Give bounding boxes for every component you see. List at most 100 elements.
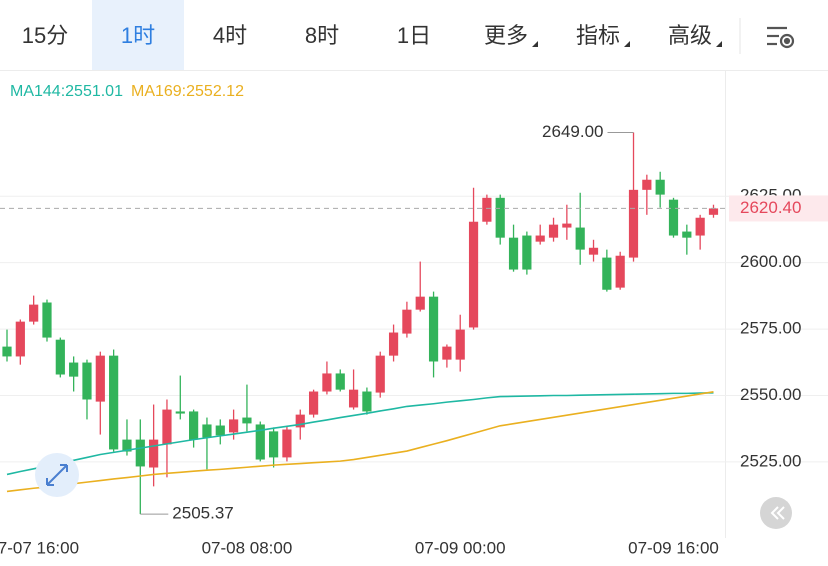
candle-body [402,309,412,334]
candle-body [535,235,545,242]
candle-body [348,389,359,408]
tab-label: 高级 [668,23,712,48]
dropdown-caret [532,41,538,47]
ma-line [6,390,714,493]
tab[interactable]: 高级 [668,23,722,48]
candle-body [415,296,425,310]
overlay: MA144:2551.01 MA169:2552.12 2649.00 2505.37… [0,83,828,523]
dropdown-caret [624,41,630,47]
tab[interactable]: 1日 [397,23,431,48]
tab-label: 8时 [305,23,339,48]
icon-gear-dot [783,37,791,45]
candle-body [588,247,599,255]
candle-body [708,208,719,215]
candle-body [15,321,25,357]
candle-body [655,179,665,195]
candle-body [135,439,145,467]
candle-body [122,439,132,452]
min-label: 2505.37 [172,504,233,523]
x-tick-label: 07-07 16:00 [0,538,79,557]
ma-line [6,392,714,476]
candle-body [282,429,292,458]
expand-button[interactable] [35,453,79,497]
candle-body [508,237,519,270]
candle-body [548,224,559,238]
candle-body [82,362,92,400]
last-price-box [729,195,828,222]
candle-body [29,304,39,322]
tab-label: 4时 [213,23,247,48]
candle-body [162,409,172,445]
candle-body [69,362,79,377]
candle-body [442,346,452,360]
tab[interactable]: 指标 [576,23,630,48]
candle-body [42,302,52,338]
y-tick-label: 2600.00 [740,252,801,271]
legend-entry: MA169:2552.12 [131,83,244,100]
candle-body [308,391,319,415]
candle-body [109,355,119,450]
expand-arrows [46,464,68,486]
candle-body [2,346,12,357]
candle-body [295,414,305,428]
candle-body [642,179,652,190]
tab[interactable]: 更多 [484,23,538,48]
max-label: 2649.00 [542,122,603,141]
settings-icon[interactable] [767,26,795,49]
plot [2,132,719,515]
dropdown-caret [716,41,722,47]
candle-body [322,373,332,392]
candle-body [428,296,439,362]
tab[interactable]: 1时 [92,0,184,70]
legend-entry: MA144:2551.01 [10,83,123,100]
candle-body [335,373,345,390]
tab[interactable]: 15分 [22,23,68,48]
candle-body [668,199,679,236]
candle-body [269,431,279,458]
candle-body [682,231,692,238]
candle-body [55,339,65,375]
scroll-circle [760,497,792,529]
candle-body [455,329,465,360]
y-tick-label: 2575.00 [740,319,801,338]
tab-label: 1日 [397,23,431,48]
candle-body [255,424,265,460]
candle-body [149,439,159,468]
x-tick-label: 07-08 08:00 [202,538,293,557]
candle-body [189,411,199,440]
tab-label: 1时 [121,23,155,48]
candle-body [375,355,385,393]
icon-gear [779,33,795,49]
x-tick-label: 07-09 16:00 [628,538,719,557]
candle-body [482,197,492,222]
candle-body [95,355,105,402]
candle-body [468,221,479,328]
scroll-arrows [770,506,785,520]
candle-body [615,255,625,288]
tab-label: 指标 [576,23,620,48]
candle-body [175,411,185,414]
candle-body [229,419,239,433]
candle-body [602,257,612,290]
y-tick-label: 2525.00 [740,451,801,470]
candle-body [388,332,399,356]
tab[interactable]: 8时 [305,23,339,48]
tab-highlight [92,0,184,70]
tab-label: 更多 [484,23,528,48]
x-tick-label: 07-09 00:00 [415,538,506,557]
candle-body [215,425,225,436]
tab[interactable]: 4时 [213,23,247,48]
candle-body [362,391,372,412]
y-tick-label: 2550.00 [740,385,801,404]
candle-body [242,417,252,424]
candle-body [495,197,505,238]
tab-label: 15分 [22,23,68,48]
candle-body [695,217,705,236]
candle-body [562,223,572,228]
candle-body [202,424,212,438]
candle-body [575,227,585,250]
scroll-back-button[interactable] [760,497,792,529]
